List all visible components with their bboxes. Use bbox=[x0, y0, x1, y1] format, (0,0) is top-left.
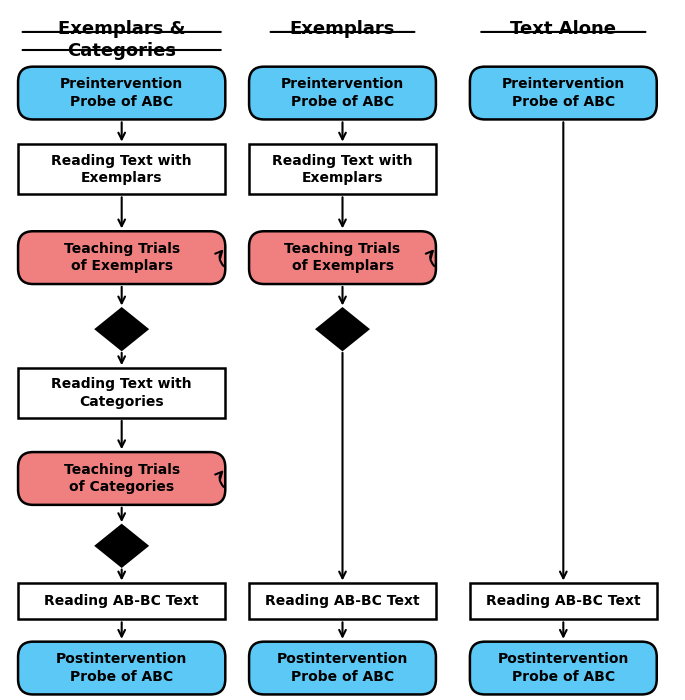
FancyBboxPatch shape bbox=[18, 642, 225, 694]
FancyBboxPatch shape bbox=[18, 144, 225, 195]
FancyBboxPatch shape bbox=[470, 66, 657, 120]
Text: Reading AB-BC Text: Reading AB-BC Text bbox=[486, 594, 640, 608]
Text: Reading Text with
Exemplars: Reading Text with Exemplars bbox=[51, 154, 192, 185]
Text: Preintervention
Probe of ABC: Preintervention Probe of ABC bbox=[60, 78, 184, 108]
FancyBboxPatch shape bbox=[18, 231, 225, 284]
Polygon shape bbox=[96, 525, 147, 567]
Polygon shape bbox=[96, 308, 147, 350]
Text: Postintervention
Probe of ABC: Postintervention Probe of ABC bbox=[277, 652, 408, 684]
Text: Reading Text with
Categories: Reading Text with Categories bbox=[51, 377, 192, 409]
FancyBboxPatch shape bbox=[18, 368, 225, 418]
Text: Reading AB-BC Text: Reading AB-BC Text bbox=[45, 594, 199, 608]
Text: Exemplars &
Categories: Exemplars & Categories bbox=[58, 20, 186, 60]
FancyBboxPatch shape bbox=[249, 583, 436, 620]
FancyBboxPatch shape bbox=[18, 66, 225, 120]
Text: Postintervention
Probe of ABC: Postintervention Probe of ABC bbox=[497, 652, 629, 684]
Text: Teaching Trials
of Exemplars: Teaching Trials of Exemplars bbox=[64, 242, 179, 273]
Polygon shape bbox=[316, 308, 369, 350]
Text: Reading Text with
Exemplars: Reading Text with Exemplars bbox=[272, 154, 413, 185]
FancyBboxPatch shape bbox=[18, 583, 225, 620]
FancyBboxPatch shape bbox=[249, 231, 436, 284]
Text: Teaching Trials
of Exemplars: Teaching Trials of Exemplars bbox=[284, 242, 401, 273]
FancyBboxPatch shape bbox=[470, 583, 657, 620]
Text: Text Alone: Text Alone bbox=[510, 20, 616, 38]
Text: Teaching Trials
of Categories: Teaching Trials of Categories bbox=[64, 463, 179, 494]
Text: Reading AB-BC Text: Reading AB-BC Text bbox=[265, 594, 420, 608]
FancyBboxPatch shape bbox=[18, 452, 225, 505]
Text: Preintervention
Probe of ABC: Preintervention Probe of ABC bbox=[501, 78, 625, 108]
FancyBboxPatch shape bbox=[249, 642, 436, 694]
Text: Postintervention
Probe of ABC: Postintervention Probe of ABC bbox=[56, 652, 188, 684]
Text: Exemplars: Exemplars bbox=[290, 20, 395, 38]
Text: Preintervention
Probe of ABC: Preintervention Probe of ABC bbox=[281, 78, 404, 108]
FancyBboxPatch shape bbox=[249, 66, 436, 120]
FancyBboxPatch shape bbox=[249, 144, 436, 195]
FancyBboxPatch shape bbox=[470, 642, 657, 694]
